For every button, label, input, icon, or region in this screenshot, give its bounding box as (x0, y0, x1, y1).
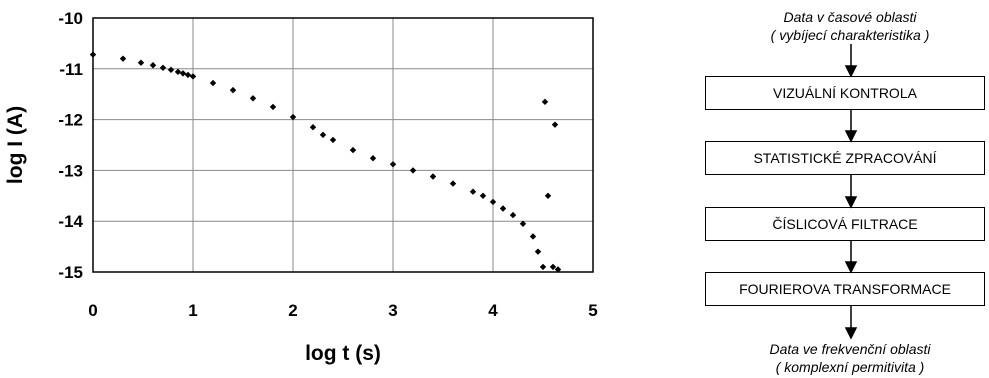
data-point (551, 121, 559, 128)
flow-top-label: Data v časové oblasti ( vybíjecí charakt… (705, 8, 989, 44)
flow-box-fourier-transform: FOURIEROVA TRANSFORMACE (705, 272, 985, 306)
data-point (549, 263, 557, 271)
flow-box-visual-inspection: VIZUÁLNÍ KONTROLA (705, 76, 985, 110)
flow-bottom-label: Data ve frekvenční oblasti ( komplexní p… (705, 340, 989, 376)
data-point (174, 68, 182, 76)
flow-bottom-label-line1: Data ve frekvenční oblasti (769, 341, 931, 357)
data-point (489, 198, 497, 206)
data-point (329, 136, 337, 144)
x-tick-label: 4 (488, 301, 498, 320)
data-point (289, 113, 297, 121)
data-point (189, 73, 197, 80)
data-point (539, 263, 547, 271)
x-tick-label: 0 (88, 301, 97, 320)
data-point (544, 192, 552, 199)
decay-scatter-chart: 0 1 2 3 4 5 -10 -11 -12 -13 -14 -15 log t (s) log I… (4, 9, 598, 365)
x-tick-label: 5 (588, 301, 597, 320)
data-point (369, 155, 377, 162)
data-point (499, 205, 507, 212)
y-tick-label: -12 (58, 111, 83, 130)
y-tick-label: -13 (58, 161, 83, 180)
data-points (89, 51, 562, 273)
data-point (541, 98, 549, 106)
flow-top-label-line1: Data v časové oblasti (783, 9, 917, 25)
data-point (449, 180, 457, 187)
y-tick-label: -11 (59, 60, 83, 79)
arrow-head-3 (844, 196, 858, 209)
data-point (349, 146, 357, 154)
data-point (167, 66, 175, 74)
flow-box-digital-filtering: ČÍSLICOVÁ FILTRACE (705, 207, 985, 241)
arrow-head-5 (844, 327, 858, 340)
data-point (554, 266, 562, 273)
y-tick-label: -15 (58, 263, 83, 282)
x-tick-label: 3 (388, 301, 397, 320)
data-point (319, 131, 327, 139)
data-point (534, 248, 542, 255)
x-tick-label: 1 (188, 301, 197, 320)
arrow-head-1 (844, 65, 858, 78)
chart-grid (93, 18, 593, 272)
data-point (209, 79, 217, 87)
data-point (309, 124, 317, 131)
data-point (529, 233, 537, 240)
arrow-head-4 (844, 261, 858, 274)
data-point (479, 192, 487, 199)
flow-box-statistical-processing: STATISTICKÉ ZPRACOVÁNÍ (705, 141, 985, 175)
data-point (159, 64, 167, 71)
x-axis-label: log t (s) (305, 342, 381, 365)
data-point (149, 62, 157, 69)
y-tick-label: -14 (58, 212, 83, 231)
data-point (269, 103, 277, 111)
flow-bottom-label-line2: ( komplexní permitivita ) (775, 359, 925, 375)
data-point (89, 51, 97, 58)
y-tick-label: -10 (58, 9, 83, 28)
data-point (519, 220, 527, 227)
plot-area-frame (92, 17, 594, 273)
flow-top-label-line2: ( vybíjecí charakteristika ) (770, 27, 930, 43)
data-point (389, 161, 397, 168)
arrow-head-2 (844, 130, 858, 143)
data-point (469, 188, 477, 195)
data-point (429, 173, 437, 180)
data-point (509, 211, 517, 219)
data-point (119, 55, 127, 62)
data-point (184, 71, 192, 79)
y-axis-label: log I (A) (4, 106, 27, 184)
x-tick-label: 2 (288, 301, 297, 320)
tick-labels: 0 1 2 3 4 5 -10 -11 -12 -13 -14 -15 (58, 9, 597, 320)
data-point (179, 70, 187, 77)
data-point (249, 95, 257, 102)
data-point (409, 167, 417, 174)
data-point (229, 86, 237, 94)
data-point (137, 59, 145, 66)
